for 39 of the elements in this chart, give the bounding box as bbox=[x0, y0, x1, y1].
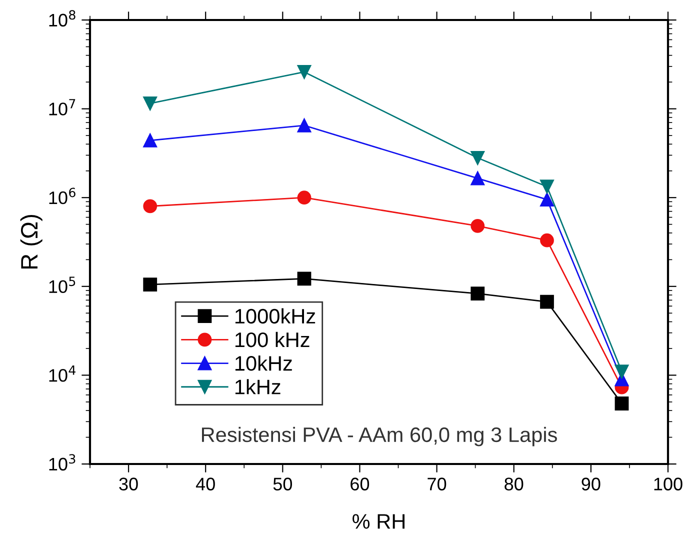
point bbox=[297, 190, 312, 205]
y-tick-label: 10$^{5}$ bbox=[49, 276, 76, 293]
y-axis-title: R (Ω) bbox=[20, 214, 42, 269]
x-axis-title: % RH bbox=[352, 514, 404, 529]
annotation: Resistensi PVA - AAm 60,0 mg 3 Lapis bbox=[202, 426, 557, 446]
point bbox=[143, 96, 158, 110]
x-tick-label: 50 bbox=[273, 478, 292, 490]
point bbox=[470, 286, 485, 301]
legend-label: 1000kHz bbox=[235, 308, 316, 324]
x-tick-label: 30 bbox=[119, 478, 138, 490]
y-tick-label: 10$^{6}$ bbox=[49, 188, 76, 204]
point bbox=[297, 118, 312, 132]
point bbox=[143, 199, 158, 214]
x-tick-label: 40 bbox=[196, 478, 215, 490]
y-tick-label: 10$^{8}$ bbox=[49, 10, 76, 27]
x-tick-label: 90 bbox=[582, 478, 600, 490]
x-tick-label: 70 bbox=[428, 478, 446, 490]
x-tick-label: 60 bbox=[350, 478, 370, 490]
point bbox=[297, 65, 312, 79]
point bbox=[540, 192, 554, 207]
point bbox=[470, 171, 485, 186]
point bbox=[614, 364, 629, 378]
x-tick-label: 80 bbox=[504, 478, 524, 490]
point bbox=[540, 180, 554, 194]
point bbox=[540, 233, 554, 248]
point bbox=[143, 278, 158, 292]
point bbox=[540, 294, 554, 309]
legend-label: 1kHz bbox=[235, 379, 280, 394]
y-tick-label: 10$^{4}$ bbox=[49, 365, 76, 382]
legend-label: 100 kHz bbox=[235, 332, 310, 348]
x-tick-label: 100 bbox=[654, 478, 682, 490]
legend-label: 10kHz bbox=[235, 355, 292, 371]
point bbox=[470, 218, 485, 233]
point bbox=[143, 134, 158, 148]
point bbox=[614, 396, 629, 410]
point bbox=[470, 150, 485, 165]
y-tick-label: 10$^{7}$ bbox=[49, 99, 76, 116]
point bbox=[297, 272, 312, 286]
y-tick-label: 10$^{3}$ bbox=[49, 454, 76, 471]
